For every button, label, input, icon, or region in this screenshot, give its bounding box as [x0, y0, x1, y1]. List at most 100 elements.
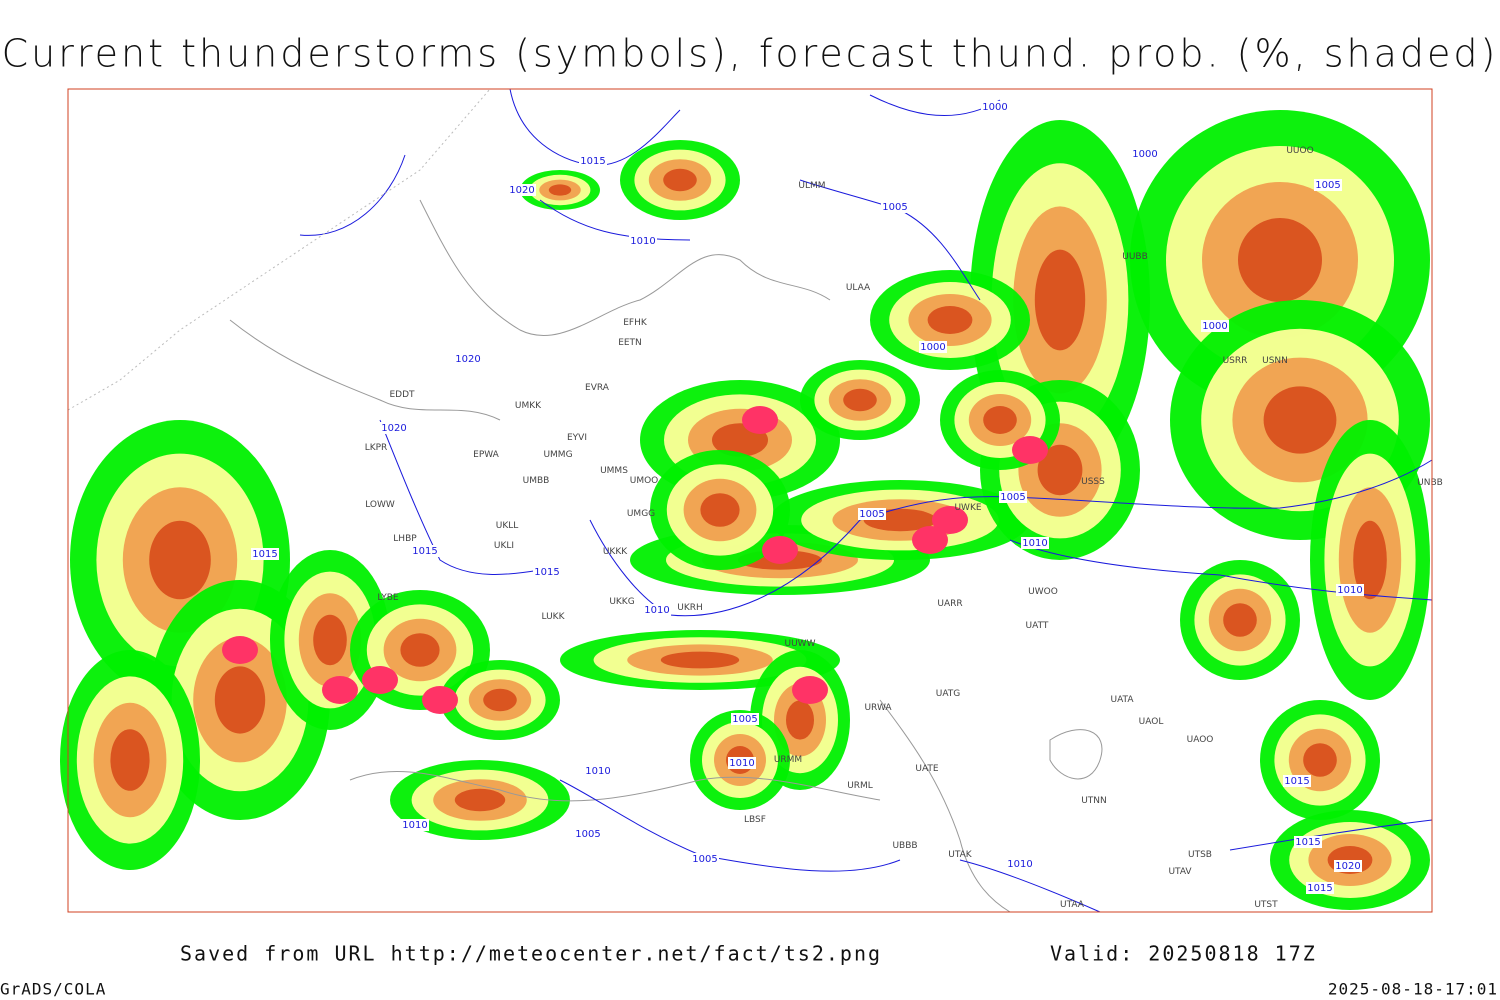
station-label: URMM: [774, 755, 802, 765]
isobar-label: 1000: [1202, 321, 1227, 332]
isobar-label: 1000: [920, 342, 945, 353]
station-label: UMBB: [523, 476, 550, 486]
isobar-label: 1020: [455, 354, 480, 365]
station-label: UWOO: [1028, 587, 1058, 597]
probability-area: [110, 729, 150, 791]
station-label: EPWA: [473, 450, 500, 460]
station-label: UUBB: [1122, 252, 1148, 262]
thunderstorm-cluster: [362, 666, 398, 694]
station-label: LUKK: [542, 612, 566, 622]
probability-area: [700, 493, 740, 527]
station-label: UATA: [1110, 695, 1134, 705]
isobar-label: 1005: [1315, 180, 1340, 191]
station-label: UMGG: [627, 509, 655, 519]
station-label: UTST: [1254, 900, 1278, 910]
station-label: UTAA: [1060, 900, 1085, 910]
station-label: UBBB: [892, 841, 917, 851]
probability-area: [1037, 444, 1083, 496]
station-label: UMMS: [600, 466, 628, 476]
station-label: URWA: [864, 703, 892, 713]
probability-area: [983, 406, 1017, 434]
map-frame: [67, 88, 1433, 913]
isobar-label-bg: [999, 491, 1027, 503]
isobar-label-bg: [1131, 148, 1159, 160]
isobar-label-bg: [858, 508, 886, 520]
probability-area: [663, 168, 697, 192]
isobar-label-bg: [380, 422, 408, 434]
station-label: UAOL: [1139, 717, 1164, 727]
isobar-label: 1015: [1307, 883, 1332, 894]
isobar-label-bg: [629, 235, 657, 247]
station-label: ULAA: [846, 283, 871, 293]
isobar-label-bg: [981, 101, 1009, 113]
isobar-label-bg: [1021, 537, 1049, 549]
isobar-label-bg: [643, 604, 671, 616]
probability-area: [660, 651, 740, 669]
probability-area: [1353, 520, 1387, 600]
station-label: UUWW: [785, 639, 816, 649]
probability-area: [1263, 386, 1337, 454]
isobar-label: 1010: [644, 605, 669, 616]
station-label: UATG: [936, 689, 961, 699]
isobar-label: 1010: [585, 766, 610, 777]
thunderstorm-cluster: [932, 506, 968, 534]
station-label: UUOO: [1286, 146, 1313, 156]
station-label: UMMG: [543, 450, 572, 460]
station-label: UMKK: [515, 401, 542, 411]
isobar-label: 1010: [1007, 859, 1032, 870]
isobar-label-bg: [574, 828, 602, 840]
station-label: EETN: [618, 338, 642, 348]
isobar-label: 1020: [381, 423, 406, 434]
station-label: UAOO: [1187, 735, 1214, 745]
probability-area: [400, 633, 440, 667]
isobar-label: 1015: [580, 156, 605, 167]
station-label: UKKG: [609, 597, 634, 607]
isobar-label: 1000: [982, 102, 1007, 113]
station-label: UARR: [937, 599, 962, 609]
isobar-label: 1010: [1337, 585, 1362, 596]
isobar-label: 1015: [412, 546, 437, 557]
isobar-label: 1015: [1284, 776, 1309, 787]
probability-area: [214, 666, 266, 734]
station-label: UWKE: [954, 503, 981, 513]
isobar-label-bg: [584, 765, 612, 777]
probability-area: [548, 184, 572, 196]
probability-area: [149, 520, 211, 600]
isobar-label: 1005: [859, 509, 884, 520]
isobar-label-bg: [411, 545, 439, 557]
probability-shading: [60, 110, 1430, 910]
station-label: UTSB: [1188, 850, 1212, 860]
thunderstorm-cluster: [222, 636, 258, 664]
isobar-label: 1015: [1295, 837, 1320, 848]
station-label: URML: [847, 781, 873, 791]
station-label: USSS: [1081, 477, 1105, 487]
station-label: LKPR: [365, 443, 388, 453]
isobar-label-bg: [1336, 584, 1364, 596]
station-label: LOWW: [365, 500, 395, 510]
isobar-label: 1010: [1022, 538, 1047, 549]
thunderstorm-cluster: [1012, 436, 1048, 464]
isobar-label-bg: [728, 757, 756, 769]
probability-area: [454, 788, 506, 812]
isobar-label-bg: [881, 201, 909, 213]
station-label: UTAV: [1168, 867, 1192, 877]
station-label: UKLI: [494, 541, 514, 551]
isobar-label-bg: [454, 353, 482, 365]
station-label: UKKK: [603, 547, 628, 557]
station-label: UTAK: [948, 850, 973, 860]
coastlines: [229, 199, 1103, 913]
thunderstorm-cluster: [322, 676, 358, 704]
isobar-label-bg: [533, 566, 561, 578]
probability-area: [483, 688, 517, 712]
station-label: UNBB: [1417, 478, 1443, 488]
thunderstorm-cluster: [912, 526, 948, 554]
probability-area: [786, 700, 814, 740]
valid-time: Valid: 20250818 17Z: [1050, 942, 1317, 966]
probability-area: [1303, 743, 1337, 777]
isobar-label-bg: [1334, 860, 1362, 872]
probability-area: [1238, 218, 1322, 302]
isobar-label-bg: [579, 155, 607, 167]
